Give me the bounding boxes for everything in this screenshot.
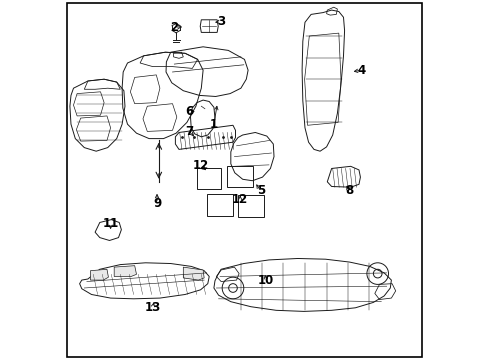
Text: 5: 5 — [256, 184, 264, 197]
Text: 10: 10 — [258, 274, 274, 287]
Polygon shape — [90, 269, 108, 280]
Text: 12: 12 — [232, 193, 248, 206]
Text: 3: 3 — [217, 15, 224, 28]
Text: 2: 2 — [170, 21, 178, 33]
Text: 12: 12 — [192, 159, 208, 172]
Text: 8: 8 — [344, 184, 352, 197]
Polygon shape — [114, 266, 136, 276]
Text: 7: 7 — [185, 125, 193, 138]
Text: 6: 6 — [185, 105, 193, 118]
Text: 13: 13 — [144, 301, 161, 314]
Text: 9: 9 — [153, 197, 161, 210]
Text: 1: 1 — [209, 118, 218, 131]
Text: 11: 11 — [102, 217, 119, 230]
Text: 4: 4 — [357, 64, 365, 77]
Polygon shape — [183, 267, 204, 280]
